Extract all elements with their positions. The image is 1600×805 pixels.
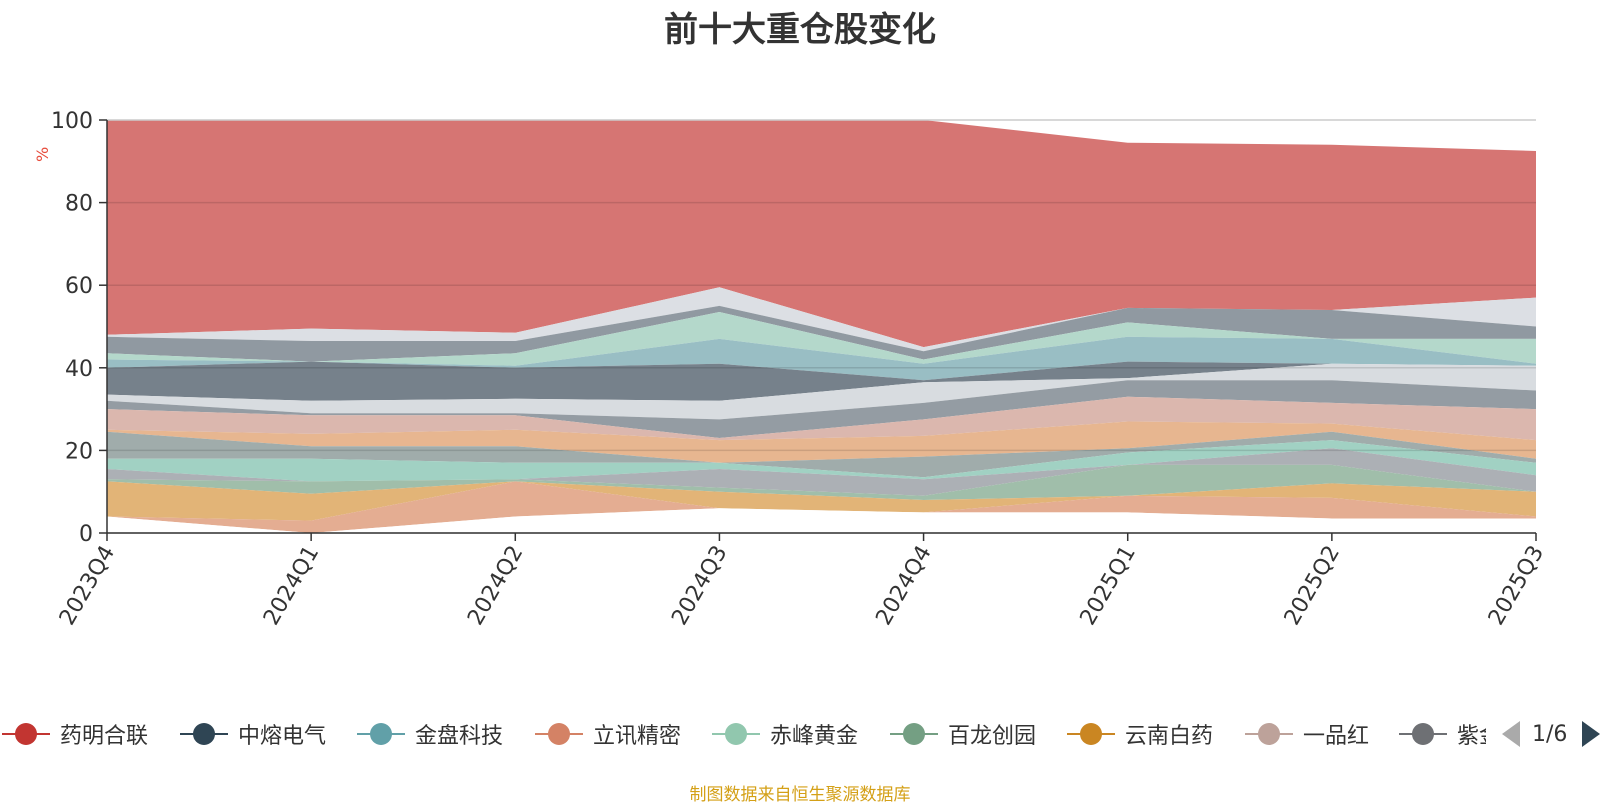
legend: 药明合联 中熔电气 金盘科技 立讯精密 赤峰黄金 百龙创园 云南白药 一品红 紫金矿业 1/6 [0, 712, 1600, 756]
x-tick-labels: 2023Q4 2024Q1 2024Q2 2024Q3 2024Q4 2025Q1 2025… [55, 542, 1549, 630]
legend-item[interactable]: 药明合联 [0, 712, 148, 756]
legend-prev-icon[interactable] [1500, 712, 1522, 756]
legend-items: 药明合联 中熔电气 金盘科技 立讯精密 赤峰黄金 百龙创园 云南白药 一品红 紫金矿业 [0, 712, 1486, 756]
legend-item[interactable]: 赤峰黄金 [710, 712, 858, 756]
area-band-6 [107, 363, 1536, 420]
legend-page-indicator: 1/6 [1532, 721, 1568, 747]
area-band-0 [107, 120, 1536, 348]
legend-item[interactable]: 立讯精密 [533, 712, 681, 756]
area-band-14 [107, 481, 1536, 521]
area-band-8 [107, 396, 1536, 441]
legend-marker-icon [1399, 723, 1447, 745]
y-tick-label: 80 [65, 192, 93, 217]
x-tick-label: 2023Q4 [55, 542, 120, 630]
legend-marker-icon [180, 723, 228, 745]
area-band-11 [107, 440, 1536, 482]
area-band-12 [107, 448, 1536, 496]
legend-item[interactable]: 中熔电气 [178, 712, 326, 756]
x-tick-label: 2025Q1 [1076, 542, 1141, 630]
legend-label: 百龙创园 [948, 724, 1037, 749]
x-tick-label: 2024Q4 [871, 542, 936, 630]
legend-item[interactable]: 紫金矿业 [1397, 712, 1486, 756]
legend-label: 中熔电气 [238, 724, 327, 749]
legend-label: 赤峰黄金 [770, 724, 859, 749]
y-tick-labels: 0 20 40 60 80 100 [51, 109, 93, 547]
legend-label: 云南白药 [1125, 724, 1214, 749]
area-band-9 [107, 421, 1536, 463]
area-band-15 [107, 481, 1536, 533]
legend-label: 金盘科技 [415, 724, 504, 749]
y-axis-label: % [33, 147, 52, 162]
legend-item[interactable]: 云南白药 [1065, 712, 1213, 756]
stacked-area-bands [107, 120, 1536, 533]
x-tick-label: 2025Q2 [1280, 542, 1345, 630]
legend-item[interactable]: 金盘科技 [355, 712, 503, 756]
legend-marker-icon [2, 723, 50, 745]
legend-label: 药明合联 [60, 724, 149, 749]
legend-item[interactable]: 百龙创园 [888, 712, 1036, 756]
legend-label: 立讯精密 [593, 724, 682, 749]
legend-label: 紫金矿业 [1457, 724, 1486, 749]
legend-marker-icon [1245, 723, 1293, 745]
y-tick-label: 0 [79, 522, 93, 547]
legend-marker-icon [357, 723, 405, 745]
y-tick-label: 100 [51, 109, 93, 134]
source-note: 制图数据来自恒生聚源数据库 [689, 785, 911, 805]
area-band-4 [107, 336, 1536, 381]
legend-marker-icon [1067, 723, 1115, 745]
x-tick-label: 2024Q3 [667, 542, 732, 630]
x-tick-label: 2024Q1 [259, 542, 324, 630]
area-band-2 [107, 305, 1536, 362]
legend-marker-icon [890, 723, 938, 745]
chart-title: 前十大重仓股变化 [664, 10, 936, 50]
legend-next-icon[interactable] [1580, 712, 1600, 756]
area-band-1 [107, 287, 1536, 352]
legend-marker-icon [712, 723, 760, 745]
area-band-10 [107, 431, 1536, 478]
area-band-16 [107, 508, 1536, 533]
legend-marker-icon [535, 723, 583, 745]
legend-item[interactable]: 一品红 [1243, 712, 1369, 756]
area-band-3 [107, 312, 1536, 366]
y-tick-label: 40 [65, 357, 93, 382]
x-tick-label: 2024Q2 [463, 542, 528, 630]
axes [99, 119, 1537, 541]
area-band-5 [107, 361, 1536, 401]
x-tick-label: 2025Q3 [1484, 542, 1549, 630]
area-band-7 [107, 380, 1536, 438]
y-tick-label: 60 [65, 274, 93, 299]
area-band-13 [107, 464, 1536, 500]
legend-label: 一品红 [1303, 724, 1370, 749]
y-tick-label: 20 [65, 439, 93, 464]
